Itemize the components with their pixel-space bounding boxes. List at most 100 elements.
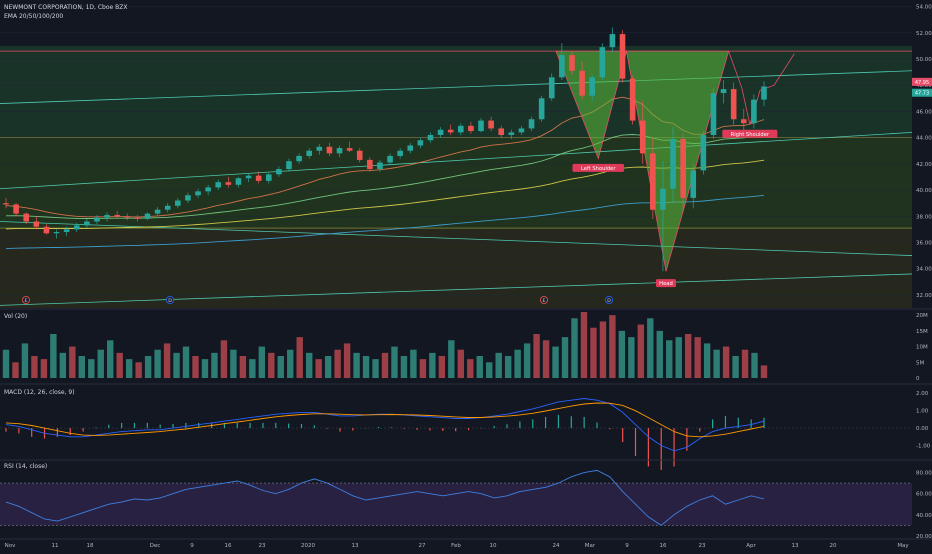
volume-tick-label: 20M: [916, 313, 928, 319]
rsi-tick-label: 40.00: [916, 513, 932, 519]
candle-body: [387, 155, 393, 163]
volume-bar: [258, 346, 266, 378]
volume-bar: [59, 352, 67, 378]
head-triangle: [626, 50, 730, 272]
volume-bar: [647, 318, 654, 378]
volume-bar: [476, 356, 483, 378]
pattern-label-bg: [722, 129, 778, 138]
candle-body: [528, 119, 535, 129]
candle-body: [124, 216, 131, 218]
volume-bar: [637, 324, 645, 378]
volume-bar: [372, 359, 379, 378]
volume-bar: [362, 356, 370, 378]
candle-body: [559, 55, 565, 78]
ema-indicator-label: EMA 20/50/100/200: [4, 13, 63, 20]
candle-body: [690, 170, 697, 198]
candle-body: [599, 47, 606, 78]
candle-body: [397, 150, 403, 156]
volume-bar: [201, 359, 209, 378]
volume-bar: [31, 356, 38, 378]
volume-bar: [324, 356, 332, 378]
price-tick-label: 46.00: [916, 109, 932, 115]
x-tick-label: Dec: [150, 543, 161, 549]
candle-body: [195, 191, 201, 196]
volume-bar: [419, 359, 427, 378]
candle-body: [367, 159, 373, 170]
candle-body: [680, 138, 686, 198]
pattern-label-bg: [655, 279, 676, 288]
volume-bar: [457, 349, 464, 378]
candle-body: [650, 153, 656, 210]
volume-bar: [116, 352, 123, 378]
macd-pane[interactable]: 2.00 1.00 0.00 -1.00: [0, 391, 932, 470]
x-tick-label: 2020: [301, 543, 315, 549]
macd-line: [5, 402, 765, 438]
candle-body: [235, 178, 242, 185]
candle-body: [427, 134, 434, 141]
volume-bar: [448, 340, 455, 378]
candle-body: [751, 99, 757, 124]
volume-tick-label: 5M: [916, 360, 924, 366]
candle-body: [63, 229, 70, 232]
volume-pane[interactable]: 20M 15M 10M 5M 0: [0, 312, 932, 385]
candle-body: [134, 217, 141, 219]
candle-body: [23, 213, 30, 222]
volume-bar: [154, 349, 161, 378]
candle-body: [508, 132, 515, 135]
candle-body: [488, 120, 494, 129]
price-tick-label: 48.00: [916, 83, 932, 89]
candle-body: [639, 120, 646, 154]
volume-bar: [163, 343, 171, 378]
price-tag: [912, 77, 932, 86]
volume-bar: [287, 349, 294, 378]
volume-bar: [722, 346, 730, 378]
candle-body: [53, 231, 60, 234]
pattern-label-bg: [572, 163, 625, 172]
candle-body: [458, 125, 464, 133]
volume-bar: [381, 352, 389, 378]
price-pane[interactable]: 54.00 52.00 50.00 48.00 46.00 44.00 42.00 40.00…: [0, 5, 932, 310]
ema-line: [5, 133, 765, 219]
volume-bar: [277, 356, 284, 378]
x-tick-label: Feb: [451, 543, 461, 549]
rsi-pane[interactable]: 80.00 60.00 40.00 20.00: [0, 469, 932, 540]
candle-body: [336, 148, 343, 154]
rsi-band: [0, 483, 912, 526]
candle-body: [579, 70, 585, 96]
x-tick-label: 16: [225, 543, 232, 549]
volume-bar: [296, 337, 303, 378]
volume-bar: [239, 356, 247, 378]
volume-bar: [268, 352, 275, 378]
candle-body: [185, 195, 191, 201]
volume-bar: [50, 334, 57, 378]
x-tick-label: 23: [259, 543, 266, 549]
volume-bar: [410, 349, 417, 378]
volume-bar: [580, 312, 588, 378]
volume-bar: [552, 346, 559, 378]
rsi-tick-label: 80.00: [916, 471, 932, 477]
candle-body: [33, 221, 40, 227]
candle-body: [13, 204, 19, 214]
candle-body: [215, 182, 222, 188]
candle-body: [377, 162, 383, 170]
volume-bar: [88, 359, 95, 378]
price-tag-label: 47.95: [915, 80, 929, 86]
volume-bar: [732, 356, 739, 378]
event-marker-label: D: [607, 298, 611, 304]
candle-body: [326, 146, 333, 154]
x-tick-label: 27: [419, 543, 426, 549]
pattern-label: Head: [659, 281, 673, 287]
x-tick-label: 13: [352, 543, 359, 549]
x-tick-label: 16: [660, 543, 667, 549]
candle-body: [498, 128, 505, 135]
volume-indicator-label: Vol (20): [4, 313, 27, 320]
volume-bar: [2, 349, 10, 378]
candle-body: [356, 150, 363, 160]
candle-body: [670, 138, 676, 189]
x-tick-label: 18: [87, 543, 94, 549]
x-tick-label: 20: [830, 543, 837, 549]
volume-bar: [135, 362, 142, 378]
candle-body: [447, 129, 454, 133]
macd-tick-label: 0.00: [916, 426, 929, 432]
